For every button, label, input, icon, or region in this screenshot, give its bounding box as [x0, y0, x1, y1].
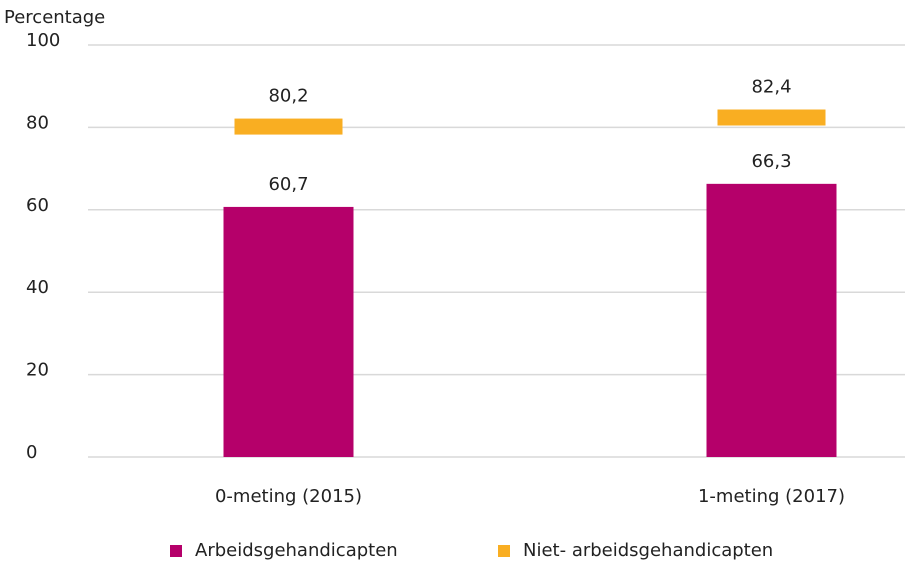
y-tick-label: 80	[26, 112, 49, 133]
legend-label: Niet- arbeidsgehandicapten	[523, 540, 773, 561]
y-axis-label: Percentage	[4, 7, 105, 28]
legend-swatch	[170, 545, 182, 557]
x-tick-label: 1-meting (2017)	[698, 486, 845, 507]
bar	[223, 206, 354, 457]
data-label: 60,7	[268, 174, 308, 195]
y-tick-label: 60	[26, 195, 49, 216]
data-label: 66,3	[751, 151, 791, 172]
marker	[717, 109, 826, 126]
legend-label: Arbeidsgehandicapten	[195, 540, 398, 561]
y-tick-label: 0	[26, 442, 37, 463]
data-label: 80,2	[268, 86, 308, 107]
data-label: 82,4	[751, 77, 791, 98]
y-tick-label: 20	[26, 360, 49, 381]
legend-swatch	[498, 545, 510, 557]
marker	[234, 118, 343, 135]
bar	[706, 183, 837, 457]
y-tick-label: 40	[26, 277, 49, 298]
x-tick-label: 0-meting (2015)	[215, 486, 362, 507]
y-tick-label: 100	[26, 30, 60, 51]
